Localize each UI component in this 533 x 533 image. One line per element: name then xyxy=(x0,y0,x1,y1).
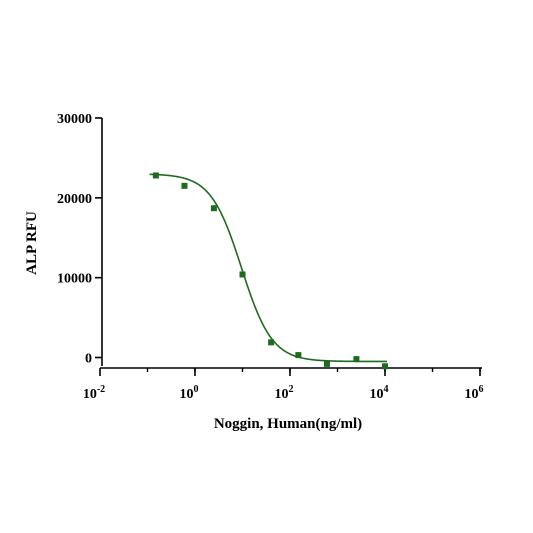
x-tick-label: 104 xyxy=(370,384,389,402)
y-tick-label: 30000 xyxy=(57,112,92,127)
x-axis-label: Noggin, Human(ng/ml) xyxy=(214,416,362,432)
data-point xyxy=(152,172,159,179)
x-tick-label: 102 xyxy=(275,384,294,402)
fit-curve xyxy=(149,173,387,363)
data-point xyxy=(323,360,330,367)
data-point xyxy=(295,352,302,359)
fit-curve-group xyxy=(149,173,387,363)
x-tick-label: 10-2 xyxy=(83,384,105,402)
y-axis-label: ALP RFU xyxy=(24,211,40,275)
data-point xyxy=(210,205,217,212)
y-tick-label: 10000 xyxy=(57,272,92,287)
y-tick-label: 20000 xyxy=(57,192,92,207)
x-tick-label: 106 xyxy=(465,384,484,402)
y-tick-label: 0 xyxy=(85,352,92,367)
data-points xyxy=(152,172,388,370)
data-point xyxy=(181,182,188,189)
data-point xyxy=(268,339,275,346)
axes: 0 10000 20000 30000 10-2 100 102 104 106 xyxy=(57,112,484,402)
x-tick-label: 100 xyxy=(180,384,199,402)
data-point xyxy=(382,363,388,370)
data-point xyxy=(239,271,246,278)
data-point xyxy=(353,356,360,363)
